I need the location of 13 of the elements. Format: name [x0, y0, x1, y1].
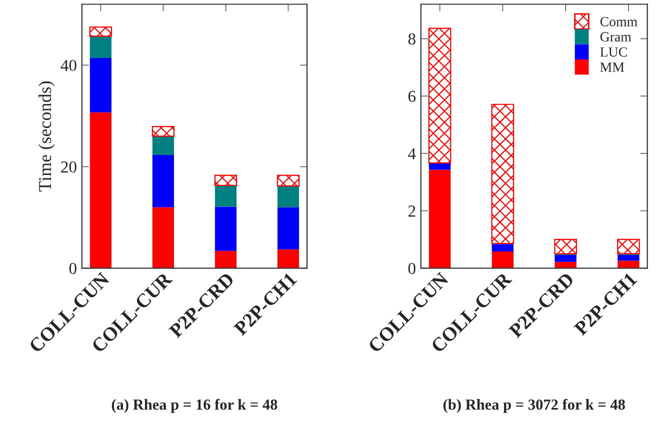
text: (a) Rhea p = 16 for k = 48 — [112, 398, 278, 413]
legend-label: MM — [600, 62, 624, 72]
y-axis-title: Time (seconds) — [38, 81, 55, 192]
text: (b) Rhea p = 3072 for k = 48 — [443, 398, 625, 413]
y-tick-label: 4 — [408, 148, 416, 160]
y-tick-label: 2 — [408, 206, 416, 217]
legend-label: Gram — [600, 32, 632, 42]
y-tick-label: 40 — [60, 60, 76, 72]
y-tick-label: 20 — [61, 161, 76, 173]
y-tick-label: 6 — [408, 90, 416, 102]
legend-label: Comm — [600, 16, 638, 26]
y-tick-label: 8 — [408, 33, 416, 45]
legend-label: LUC — [600, 47, 627, 57]
